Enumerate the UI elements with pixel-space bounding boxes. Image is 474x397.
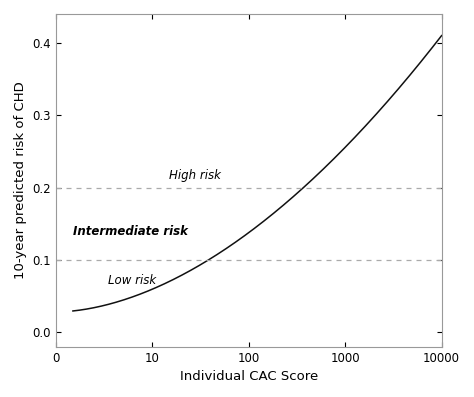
Text: Low risk: Low risk [109, 274, 156, 287]
Text: Intermediate risk: Intermediate risk [73, 225, 188, 237]
Y-axis label: 10-year predicted risk of CHD: 10-year predicted risk of CHD [14, 81, 27, 279]
X-axis label: Individual CAC Score: Individual CAC Score [180, 370, 318, 383]
Text: High risk: High risk [169, 169, 221, 182]
